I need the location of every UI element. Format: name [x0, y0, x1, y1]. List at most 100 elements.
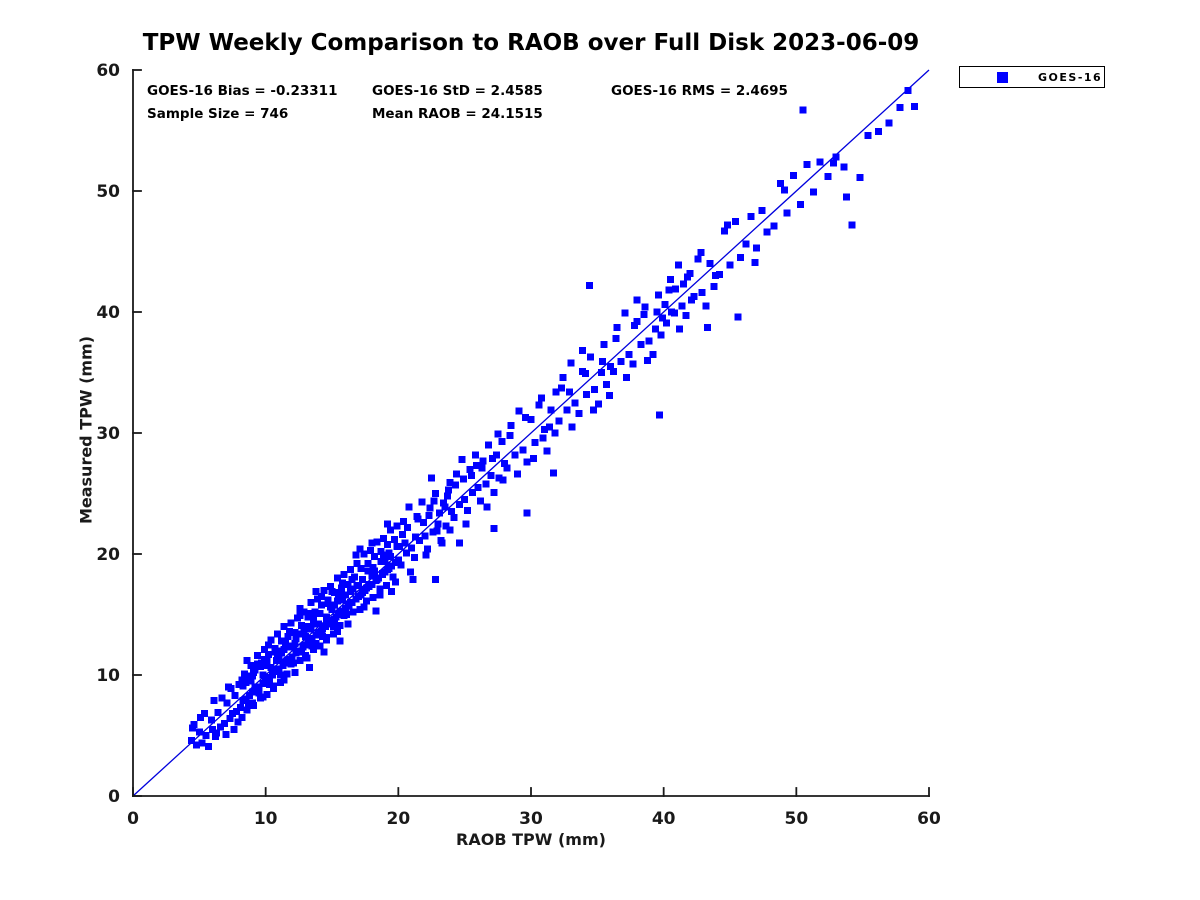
data-point: [209, 726, 217, 733]
data-point: [371, 567, 378, 575]
data-point: [308, 635, 316, 643]
legend-label: GOES-16: [1038, 70, 1103, 84]
chart-title: TPW Weekly Comparison to RAOB over Full …: [142, 30, 920, 56]
data-point: [302, 624, 309, 632]
x-tick-label: 20: [386, 809, 410, 829]
data-point: [603, 381, 611, 389]
data-point: [742, 240, 750, 248]
data-point: [770, 222, 778, 230]
data-point: [617, 358, 625, 366]
data-point: [438, 539, 446, 547]
data-point: [323, 613, 331, 621]
data-point: [286, 627, 293, 635]
data-point: [259, 671, 267, 679]
data-point: [386, 526, 394, 534]
data-point: [400, 517, 408, 525]
data-point: [432, 490, 439, 497]
data-point: [377, 548, 385, 556]
data-point: [333, 627, 341, 635]
data-point: [248, 672, 256, 680]
data-point: [189, 724, 197, 732]
data-point: [393, 522, 401, 530]
data-point: [262, 677, 270, 685]
data-point: [305, 664, 313, 672]
data-point: [559, 373, 567, 381]
data-point: [641, 303, 649, 311]
data-point: [747, 212, 755, 220]
data-point: [414, 515, 422, 523]
data-point: [751, 258, 759, 266]
data-point: [621, 309, 629, 317]
data-point: [409, 575, 417, 583]
data-point: [451, 481, 459, 489]
data-point: [429, 528, 437, 536]
data-point: [317, 627, 325, 635]
data-point: [599, 358, 607, 366]
data-point: [392, 578, 400, 586]
x-tick-label: 0: [127, 809, 139, 829]
data-point: [652, 325, 660, 333]
data-point: [272, 657, 280, 664]
data-point: [613, 324, 621, 332]
data-point: [222, 730, 230, 738]
data-point: [298, 648, 305, 656]
data-point: [477, 497, 485, 505]
data-point: [404, 523, 412, 531]
data-point: [287, 619, 295, 627]
data-point: [226, 715, 234, 723]
data-point: [193, 741, 201, 749]
data-point: [376, 591, 384, 599]
data-point: [583, 390, 591, 398]
data-point: [244, 700, 252, 708]
data-point: [336, 637, 344, 645]
data-point: [840, 163, 848, 171]
data-point: [360, 550, 368, 558]
data-point: [300, 629, 308, 637]
data-point: [315, 620, 323, 628]
data-point: [904, 87, 912, 95]
data-point: [278, 637, 286, 645]
data-point: [266, 681, 274, 689]
data-point: [329, 623, 337, 631]
data-point: [237, 704, 244, 712]
data-point: [341, 591, 349, 599]
data-point: [336, 621, 344, 629]
data-point: [550, 469, 558, 477]
data-point: [657, 331, 665, 339]
data-point: [763, 228, 771, 236]
data-point: [368, 539, 376, 547]
data-point: [402, 549, 410, 557]
data-point: [824, 173, 832, 180]
data-point: [731, 217, 739, 225]
data-point: [637, 341, 645, 349]
data-point: [239, 682, 247, 690]
data-point: [329, 630, 337, 638]
data-point: [235, 681, 243, 689]
data-point: [321, 623, 329, 631]
data-point: [467, 471, 475, 479]
data-point: [609, 367, 617, 375]
data-point: [197, 713, 205, 721]
data-point: [264, 641, 272, 649]
data-point: [238, 713, 246, 721]
data-point: [331, 615, 339, 623]
data-point: [296, 605, 304, 612]
data-point: [376, 585, 384, 593]
data-point: [446, 479, 454, 487]
data-point: [365, 580, 373, 588]
data-point: [597, 369, 605, 376]
data-point: [581, 370, 589, 378]
data-point: [434, 520, 442, 528]
data-point: [680, 280, 688, 288]
data-point: [360, 603, 368, 611]
data-point: [394, 556, 402, 564]
data-point: [445, 486, 453, 494]
data-point: [250, 669, 258, 677]
data-point: [443, 492, 451, 500]
data-point: [506, 431, 514, 439]
data-point: [461, 496, 469, 504]
data-point: [568, 423, 576, 431]
data-point: [758, 206, 766, 214]
data-point: [436, 509, 443, 517]
data-point: [195, 728, 203, 736]
